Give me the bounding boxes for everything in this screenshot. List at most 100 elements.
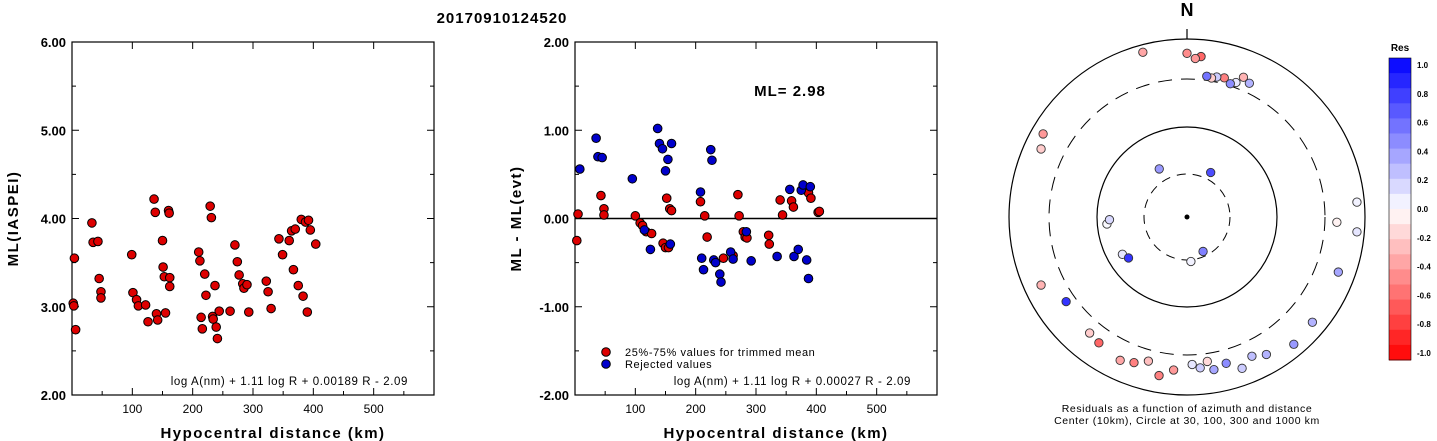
ml-vs-distance-panel: 100 200 300 400 500 2.00 3.00 4.00 5.00 6.00 Hypoc… xyxy=(5,35,435,441)
data-point xyxy=(140,300,151,310)
data-point xyxy=(733,189,743,200)
station-residual xyxy=(1094,338,1104,348)
data-point xyxy=(150,207,161,218)
data-point xyxy=(746,256,756,266)
station-residual xyxy=(1307,317,1318,327)
data-point xyxy=(288,264,299,275)
data-point xyxy=(596,190,606,201)
colorbar-segment xyxy=(1389,344,1411,361)
station-residual xyxy=(1202,356,1212,367)
data-point xyxy=(211,322,221,332)
data-point xyxy=(652,123,663,134)
x-tick-label: 300 xyxy=(243,402,263,416)
circle-300km xyxy=(1048,78,1326,356)
colorbar-tick-label: 0.0 xyxy=(1417,205,1429,214)
colorbar-segment xyxy=(1389,73,1411,89)
x-tick-label: 300 xyxy=(746,402,766,416)
data-point xyxy=(206,212,217,223)
data-point xyxy=(305,225,316,235)
x-tick-label: 200 xyxy=(686,402,706,416)
data-point xyxy=(87,218,97,228)
y-axis-label: ML - ML(evt) xyxy=(508,165,525,271)
legend-marker xyxy=(601,359,611,369)
colorbar-segment xyxy=(1389,329,1411,346)
data-point xyxy=(591,133,601,143)
x-tick-label: 200 xyxy=(183,402,203,416)
station-residual xyxy=(1247,351,1257,361)
data-point xyxy=(263,286,273,297)
station-residual xyxy=(1244,78,1255,88)
data-point xyxy=(718,253,729,264)
data-point xyxy=(277,249,288,260)
data-point xyxy=(734,211,744,221)
y-tick-label: -2.00 xyxy=(539,388,569,403)
data-point xyxy=(702,232,712,242)
x-tick-label: 100 xyxy=(625,402,645,416)
data-point xyxy=(157,235,168,246)
station-residual xyxy=(1333,267,1343,277)
data-point xyxy=(666,205,677,216)
data-point xyxy=(293,280,304,291)
center-point xyxy=(1184,214,1190,220)
data-point xyxy=(789,251,799,262)
data-point xyxy=(666,138,677,149)
y-tick-label: 4.00 xyxy=(41,212,66,227)
x-tick-label: 500 xyxy=(364,402,384,416)
plot-frame xyxy=(71,41,435,396)
data-point xyxy=(196,312,206,323)
north-label: N xyxy=(1181,0,1194,20)
station-residual xyxy=(1238,72,1249,82)
data-point xyxy=(698,264,709,275)
data-point xyxy=(290,224,301,234)
data-point xyxy=(152,315,163,325)
data-point xyxy=(572,235,582,246)
data-point xyxy=(284,235,295,246)
colorbar-tick-label: 0.2 xyxy=(1417,176,1429,185)
data-point xyxy=(225,306,235,316)
data-point xyxy=(597,152,607,163)
y-tick-label: -1.00 xyxy=(539,300,569,315)
data-point xyxy=(96,293,106,303)
colorbar-tick-label: 0.6 xyxy=(1417,119,1429,128)
data-point xyxy=(243,307,254,317)
data-point xyxy=(232,256,243,267)
data-point xyxy=(69,253,80,264)
station-residual xyxy=(1187,359,1197,370)
data-point xyxy=(94,273,104,284)
data-point xyxy=(661,193,672,204)
data-point xyxy=(728,254,738,264)
data-point xyxy=(70,324,81,335)
colorbar-segment xyxy=(1389,299,1411,316)
colorbar-segment xyxy=(1389,148,1411,165)
station-residual xyxy=(1352,227,1362,237)
data-point xyxy=(806,193,816,204)
station-residual xyxy=(1168,365,1179,375)
colorbar-tick-label: 1.0 xyxy=(1417,61,1429,70)
data-point xyxy=(814,206,825,217)
colorbar-segment xyxy=(1389,178,1411,195)
data-point xyxy=(205,201,215,211)
data-point xyxy=(705,144,716,155)
data-point xyxy=(208,314,218,324)
data-point xyxy=(149,194,159,204)
data-point xyxy=(193,247,204,257)
station-residual xyxy=(1061,296,1071,307)
data-point xyxy=(763,230,774,241)
colorbar-tick-label: -0.4 xyxy=(1417,263,1431,272)
data-point xyxy=(793,244,804,255)
x-tick-label: 400 xyxy=(303,402,323,416)
station-residual xyxy=(1237,363,1247,373)
data-point xyxy=(801,255,812,265)
colorbar-segment xyxy=(1389,239,1411,255)
data-point xyxy=(784,184,795,195)
data-point xyxy=(261,276,272,286)
colorbar-title: Res xyxy=(1391,43,1410,54)
colorbar-tick-label: -0.2 xyxy=(1417,234,1431,243)
data-point xyxy=(199,269,210,279)
station-residual xyxy=(1115,355,1125,365)
legend-marker xyxy=(601,347,611,357)
data-point xyxy=(665,239,676,249)
y-tick-label: 1.00 xyxy=(544,123,569,138)
station-residual xyxy=(1084,328,1095,338)
station-residual xyxy=(1225,79,1235,89)
